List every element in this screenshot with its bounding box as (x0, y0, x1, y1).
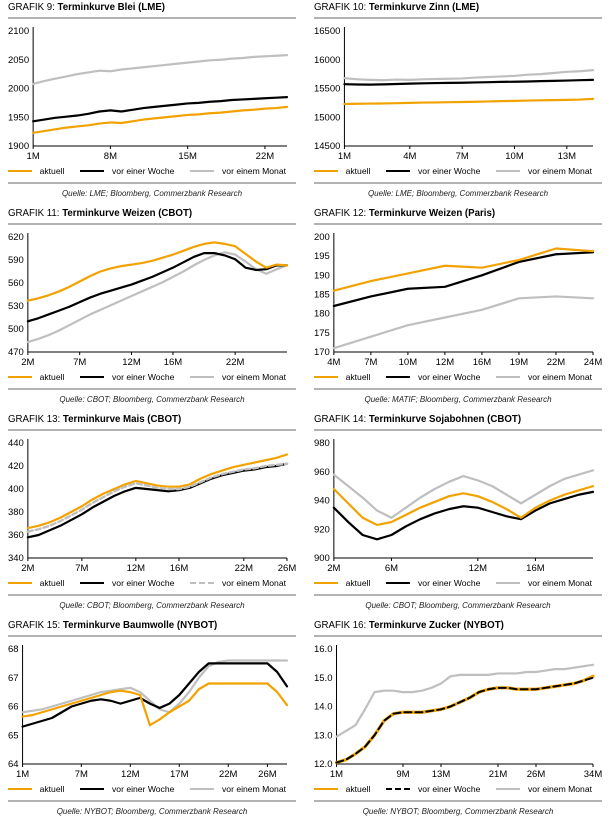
svg-text:22M: 22M (256, 151, 275, 162)
svg-text:530: 530 (8, 301, 24, 312)
svg-text:920: 920 (314, 524, 330, 535)
svg-text:1M: 1M (330, 769, 343, 780)
svg-text:13M: 13M (558, 151, 577, 162)
svg-text:4M: 4M (327, 357, 340, 368)
svg-text:16.0: 16.0 (314, 644, 333, 655)
svg-text:21M: 21M (489, 769, 508, 780)
svg-text:15000: 15000 (314, 112, 340, 123)
svg-text:4M: 4M (403, 151, 416, 162)
svg-text:1M: 1M (338, 151, 351, 162)
svg-text:8M: 8M (104, 151, 117, 162)
svg-text:2M: 2M (327, 563, 340, 574)
svg-text:7M: 7M (75, 769, 88, 780)
svg-text:360: 360 (8, 530, 24, 541)
svg-text:12M: 12M (121, 769, 140, 780)
svg-text:960: 960 (314, 466, 330, 477)
svg-text:940: 940 (314, 495, 330, 506)
svg-text:67: 67 (8, 672, 19, 683)
svg-text:13.0: 13.0 (314, 730, 333, 741)
svg-text:66: 66 (8, 701, 19, 712)
svg-text:12M: 12M (436, 357, 455, 368)
svg-text:175: 175 (314, 328, 330, 339)
svg-text:65: 65 (8, 730, 19, 741)
svg-text:6M: 6M (385, 563, 398, 574)
svg-text:24M: 24M (584, 357, 603, 368)
svg-text:16000: 16000 (314, 54, 340, 65)
svg-text:500: 500 (8, 324, 24, 335)
svg-text:380: 380 (8, 507, 24, 518)
svg-text:190: 190 (314, 270, 330, 281)
svg-text:16M: 16M (473, 357, 492, 368)
svg-text:19M: 19M (510, 357, 529, 368)
svg-text:16500: 16500 (314, 26, 340, 37)
svg-text:590: 590 (8, 255, 24, 266)
svg-text:14500: 14500 (314, 141, 340, 152)
svg-text:15.0: 15.0 (314, 672, 333, 683)
svg-text:15500: 15500 (314, 83, 340, 94)
svg-text:22M: 22M (219, 769, 238, 780)
svg-text:15M: 15M (178, 151, 197, 162)
svg-text:980: 980 (314, 438, 330, 449)
svg-text:22M: 22M (547, 357, 566, 368)
svg-text:185: 185 (314, 289, 330, 300)
svg-text:10M: 10M (399, 357, 418, 368)
svg-text:7M: 7M (73, 357, 86, 368)
svg-text:34M: 34M (584, 769, 603, 780)
svg-text:2M: 2M (21, 357, 34, 368)
svg-text:440: 440 (8, 438, 24, 449)
svg-text:7M: 7M (75, 563, 88, 574)
svg-text:22M: 22M (226, 357, 245, 368)
svg-text:14.0: 14.0 (314, 701, 333, 712)
svg-text:2100: 2100 (8, 26, 29, 37)
svg-text:560: 560 (8, 278, 24, 289)
svg-text:26M: 26M (278, 563, 297, 574)
svg-text:1950: 1950 (8, 112, 29, 123)
svg-text:16M: 16M (170, 563, 189, 574)
svg-text:10M: 10M (505, 151, 524, 162)
svg-text:16M: 16M (526, 563, 545, 574)
svg-text:2000: 2000 (8, 83, 29, 94)
svg-text:12M: 12M (122, 357, 141, 368)
svg-text:620: 620 (8, 232, 24, 243)
svg-text:68: 68 (8, 644, 19, 655)
svg-text:26M: 26M (527, 769, 546, 780)
svg-text:1M: 1M (27, 151, 40, 162)
svg-text:7M: 7M (456, 151, 469, 162)
svg-text:7M: 7M (364, 357, 377, 368)
svg-text:16M: 16M (164, 357, 183, 368)
svg-text:180: 180 (314, 308, 330, 319)
svg-text:13M: 13M (432, 769, 451, 780)
svg-text:12M: 12M (127, 563, 146, 574)
svg-text:26M: 26M (258, 769, 277, 780)
svg-text:17M: 17M (170, 769, 189, 780)
svg-text:2M: 2M (21, 563, 34, 574)
svg-text:9M: 9M (396, 769, 409, 780)
svg-text:2050: 2050 (8, 54, 29, 65)
svg-text:420: 420 (8, 461, 24, 472)
svg-text:12M: 12M (469, 563, 488, 574)
svg-text:200: 200 (314, 232, 330, 243)
svg-text:1M: 1M (16, 769, 29, 780)
svg-text:400: 400 (8, 484, 24, 495)
svg-text:195: 195 (314, 251, 330, 262)
svg-text:22M: 22M (235, 563, 254, 574)
